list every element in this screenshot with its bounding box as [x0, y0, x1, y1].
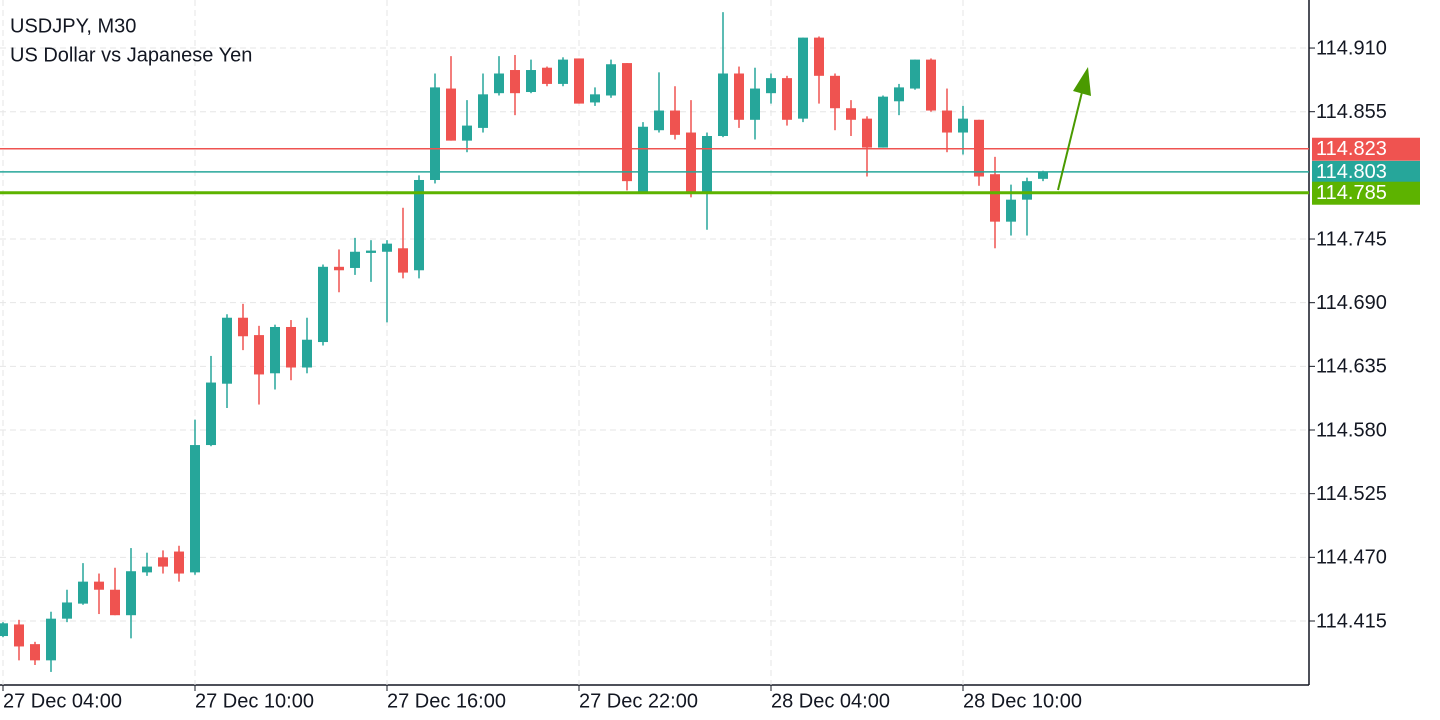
candle-body: [302, 339, 312, 368]
candle-body: [350, 251, 360, 268]
y-tick-label: 114.690: [1316, 292, 1387, 314]
candle-body: [430, 87, 440, 180]
candle-body: [798, 37, 808, 119]
candle-body: [0, 623, 8, 637]
candle-body: [558, 59, 568, 84]
candle-body: [126, 571, 136, 616]
candle-body: [398, 248, 408, 273]
candle-body: [702, 136, 712, 192]
y-tick-label: 114.470: [1316, 547, 1387, 569]
candle-body: [622, 63, 632, 182]
candle-body: [910, 59, 920, 89]
y-tick-label: 114.415: [1316, 610, 1387, 632]
chart-subtitle: US Dollar vs Japanese Yen: [10, 44, 252, 66]
candle-body: [222, 317, 232, 384]
candle-body: [1022, 181, 1032, 200]
candle-body: [942, 110, 952, 133]
candle-body: [526, 70, 536, 93]
x-tick-label: 28 Dec 10:00: [963, 690, 1082, 712]
candle-body: [1006, 199, 1016, 222]
arrow-shaft: [1057, 87, 1084, 191]
candle-body: [638, 126, 648, 192]
candle-body: [1038, 171, 1048, 179]
y-tick-label: 114.745: [1316, 228, 1387, 250]
candle-body: [334, 266, 344, 271]
candles: [0, 12, 1048, 672]
candle-body: [190, 445, 200, 573]
candle-body: [766, 78, 776, 94]
candle-body: [270, 326, 280, 374]
candle-body: [30, 644, 40, 661]
candle-body: [238, 317, 248, 337]
x-tick-label: 27 Dec 16:00: [387, 690, 506, 712]
x-tick-label: 27 Dec 22:00: [579, 690, 698, 712]
candle-body: [782, 78, 792, 120]
price-label: 114.803: [1316, 161, 1387, 183]
candle-body: [366, 250, 376, 253]
candle-body: [830, 75, 840, 109]
labels: 114.415 114.470 114.525 114.580 114.635 114.6…: [3, 37, 1420, 712]
candle-body: [862, 118, 872, 148]
candle-body: [542, 67, 552, 84]
candle-body: [750, 88, 760, 120]
price-label: 114.823: [1316, 138, 1387, 160]
candle-body: [142, 566, 152, 573]
candle-body: [318, 266, 328, 343]
candle-body: [14, 624, 24, 647]
candle-body: [990, 174, 1000, 222]
candle-body: [926, 59, 936, 111]
candle-body: [78, 581, 88, 604]
price-lines: [0, 147, 1309, 195]
candle-body: [494, 73, 504, 94]
candle-body: [606, 64, 616, 96]
x-tick-label: 27 Dec 10:00: [195, 690, 314, 712]
candle-body: [46, 618, 56, 661]
y-tick-label: 114.635: [1316, 356, 1387, 378]
candle-body: [958, 118, 968, 133]
candle-body: [382, 243, 392, 252]
price-label-box: [1312, 137, 1420, 161]
candle-body: [814, 37, 824, 76]
candle-body: [174, 551, 184, 574]
candle-body: [206, 382, 216, 446]
candle-body: [670, 110, 680, 135]
candle-body: [878, 96, 888, 148]
candle-body: [894, 87, 904, 102]
price-label-box: [1312, 160, 1420, 184]
candle-body: [254, 335, 264, 375]
candle-body: [846, 108, 856, 120]
candle-body: [734, 73, 744, 120]
y-tick-label: 114.855: [1316, 101, 1387, 123]
y-tick-label: 114.580: [1316, 419, 1387, 441]
candle-body: [654, 110, 664, 131]
grid: [0, 0, 1315, 691]
price-label-box: [1312, 181, 1420, 205]
candle-body: [110, 589, 120, 616]
candle-body: [718, 73, 728, 137]
y-tick-label: 114.910: [1316, 37, 1387, 59]
candle-body: [590, 94, 600, 103]
candle-body: [510, 70, 520, 94]
candle-body: [62, 602, 72, 619]
arrow-head: [1073, 67, 1091, 96]
y-tick-label: 114.525: [1316, 483, 1387, 505]
candle-body: [286, 326, 296, 368]
chart-title: USDJPY, M30: [10, 15, 136, 37]
arrow: [1057, 67, 1091, 191]
candle-body: [478, 94, 488, 128]
candle-body: [414, 179, 424, 271]
candle-body: [94, 581, 104, 590]
x-tick-label: 27 Dec 04:00: [3, 690, 122, 712]
price-label: 114.785: [1316, 182, 1387, 204]
candle-body: [462, 125, 472, 141]
candle-body: [158, 557, 168, 567]
x-tick-label: 28 Dec 04:00: [771, 690, 890, 712]
candle-body: [686, 132, 696, 193]
candle-body: [446, 88, 456, 141]
candle-body: [574, 58, 584, 104]
